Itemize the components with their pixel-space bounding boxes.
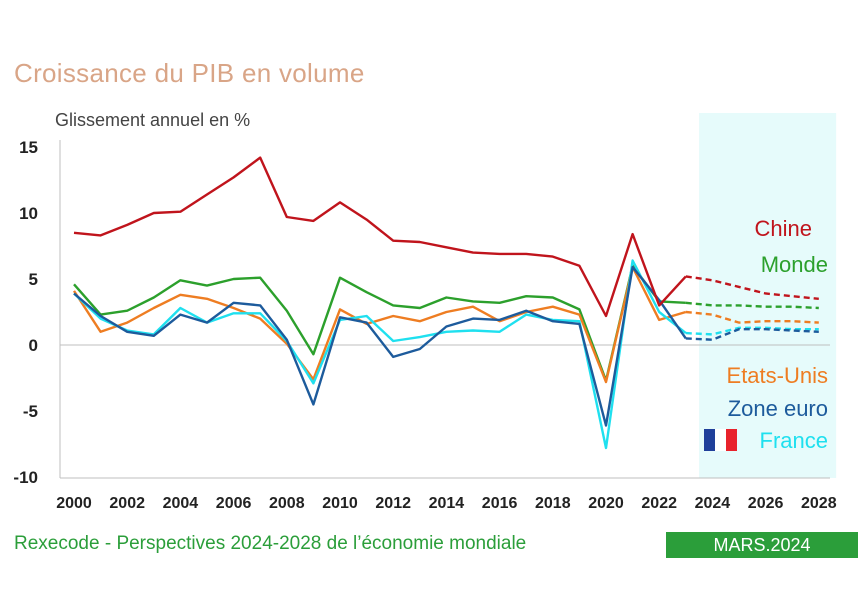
series-line-zone-euro — [73, 265, 687, 427]
y-axis-label: Glissement annuel en % — [55, 110, 251, 130]
x-tick-label: 2026 — [748, 495, 784, 512]
y-tick-label: 15 — [19, 138, 38, 157]
series-forecast-monde — [685, 301, 819, 310]
x-tick-label: 2000 — [56, 495, 92, 512]
y-tick-label: 0 — [29, 336, 38, 355]
x-tick-label: 2016 — [482, 495, 518, 512]
series-forecast-chine — [685, 275, 819, 300]
series-line-chine — [73, 156, 687, 318]
series-forecast-zone-euro — [685, 328, 819, 341]
x-tick-label: 2010 — [322, 495, 358, 512]
chart-title: Croissance du PIB en volume — [14, 58, 365, 88]
series-forecast-france — [685, 326, 819, 336]
x-tick-label: 2012 — [375, 495, 411, 512]
x-tick-label: 2020 — [588, 495, 624, 512]
x-tick-label: 2004 — [163, 495, 199, 512]
forecast-shading — [699, 113, 837, 478]
france-flag-icon — [704, 429, 737, 451]
x-tick-label: 2028 — [801, 495, 837, 512]
x-tick-label: 2022 — [641, 495, 677, 512]
x-tick-label: 2024 — [695, 495, 731, 512]
series-line-etats-unis — [72, 265, 687, 384]
x-tick-label: 2006 — [216, 495, 252, 512]
y-tick-label: -10 — [13, 468, 38, 487]
legend-monde: Monde — [760, 252, 828, 277]
legend-chine: Chine — [754, 216, 812, 241]
legend-etats-unis: Etats-Unis — [726, 363, 828, 388]
x-tick-label: 2008 — [269, 495, 305, 512]
x-tick-label: 2002 — [109, 495, 145, 512]
x-tick-label: 2014 — [429, 495, 465, 512]
y-tick-label: 5 — [29, 270, 38, 289]
series-forecast-etats-unis — [685, 310, 819, 324]
y-tick-label: 10 — [19, 204, 38, 223]
date-badge: MARS.2024 — [666, 532, 858, 558]
series-line-monde — [73, 264, 686, 382]
legend-zone-euro: Zone euro — [727, 396, 828, 421]
source-footer: Rexecode - Perspectives 2024-2028 de l’é… — [14, 533, 527, 554]
x-tick-label: 2018 — [535, 495, 571, 512]
legend-france: France — [759, 428, 828, 453]
y-tick-label: -5 — [23, 402, 38, 421]
